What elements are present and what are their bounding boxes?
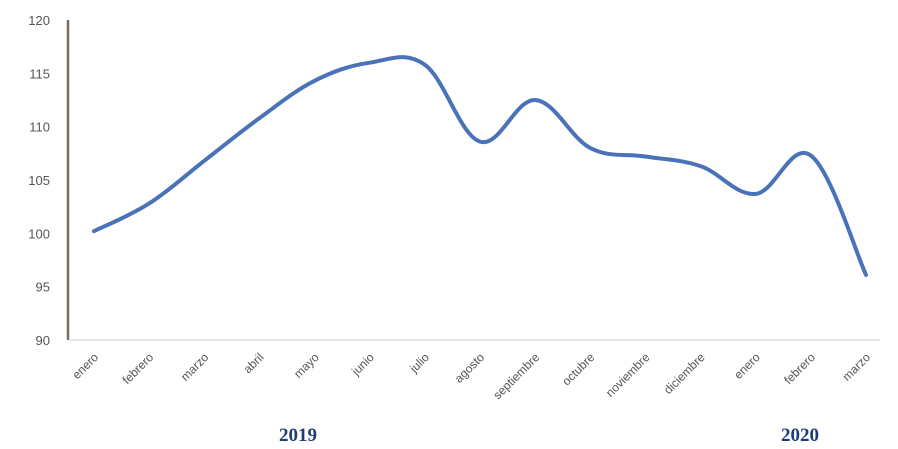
series-layer bbox=[92, 55, 868, 277]
data-point bbox=[92, 229, 96, 233]
x-tick-label: febrero bbox=[781, 350, 818, 387]
x-tick-label: junio bbox=[348, 350, 377, 379]
x-tick-label: julio bbox=[406, 350, 432, 376]
y-tick-label: 105 bbox=[28, 173, 50, 188]
data-point bbox=[368, 61, 372, 65]
year-group-label: 2020 bbox=[781, 425, 819, 446]
data-point bbox=[864, 273, 868, 277]
year-group-label: 2019 bbox=[279, 425, 317, 446]
y-tick-label: 110 bbox=[29, 120, 50, 135]
y-tick-label: 90 bbox=[36, 333, 50, 348]
x-tick-label: enero bbox=[70, 350, 102, 382]
x-tick-label: agosto bbox=[452, 350, 488, 386]
data-point bbox=[809, 153, 813, 157]
y-axis: 90 95 100 105 110 115 120 bbox=[28, 13, 70, 348]
data-point bbox=[588, 146, 592, 150]
x-tick-label: octubre bbox=[559, 350, 597, 388]
x-tick-label: mayo bbox=[291, 350, 322, 381]
y-tick-label: 100 bbox=[28, 226, 50, 241]
data-point bbox=[147, 201, 151, 205]
x-tick-labels: enero febrero marzo abril mayo junio julio agos… bbox=[70, 350, 874, 402]
x-axis: enero febrero marzo abril mayo junio julio agos… bbox=[68, 339, 880, 402]
data-point bbox=[313, 79, 317, 83]
data-point bbox=[423, 63, 427, 67]
data-point bbox=[754, 192, 758, 196]
y-tick-label: 115 bbox=[29, 66, 50, 81]
data-point bbox=[533, 98, 537, 102]
series-line bbox=[92, 55, 868, 277]
data-point bbox=[202, 159, 206, 163]
x-tick-label: marzo bbox=[840, 350, 874, 384]
data-point bbox=[478, 140, 482, 144]
year-group-labels: 2019 2020 bbox=[279, 425, 819, 446]
data-point bbox=[257, 116, 261, 120]
x-tick-label: marzo bbox=[178, 350, 212, 384]
y-tick-label: 120 bbox=[28, 13, 50, 28]
x-tick-label: febrero bbox=[119, 350, 156, 387]
data-point bbox=[699, 164, 703, 168]
x-tick-label: diciembre bbox=[661, 350, 708, 397]
y-tick-labels: 90 95 100 105 110 115 120 bbox=[28, 13, 50, 348]
x-tick-label: abril bbox=[241, 350, 267, 376]
x-tick-label: noviembre bbox=[603, 350, 653, 400]
data-point bbox=[643, 155, 647, 159]
x-tick-label: septiembre bbox=[490, 350, 542, 402]
x-tick-label: enero bbox=[731, 350, 763, 382]
y-tick-label: 95 bbox=[36, 280, 50, 295]
